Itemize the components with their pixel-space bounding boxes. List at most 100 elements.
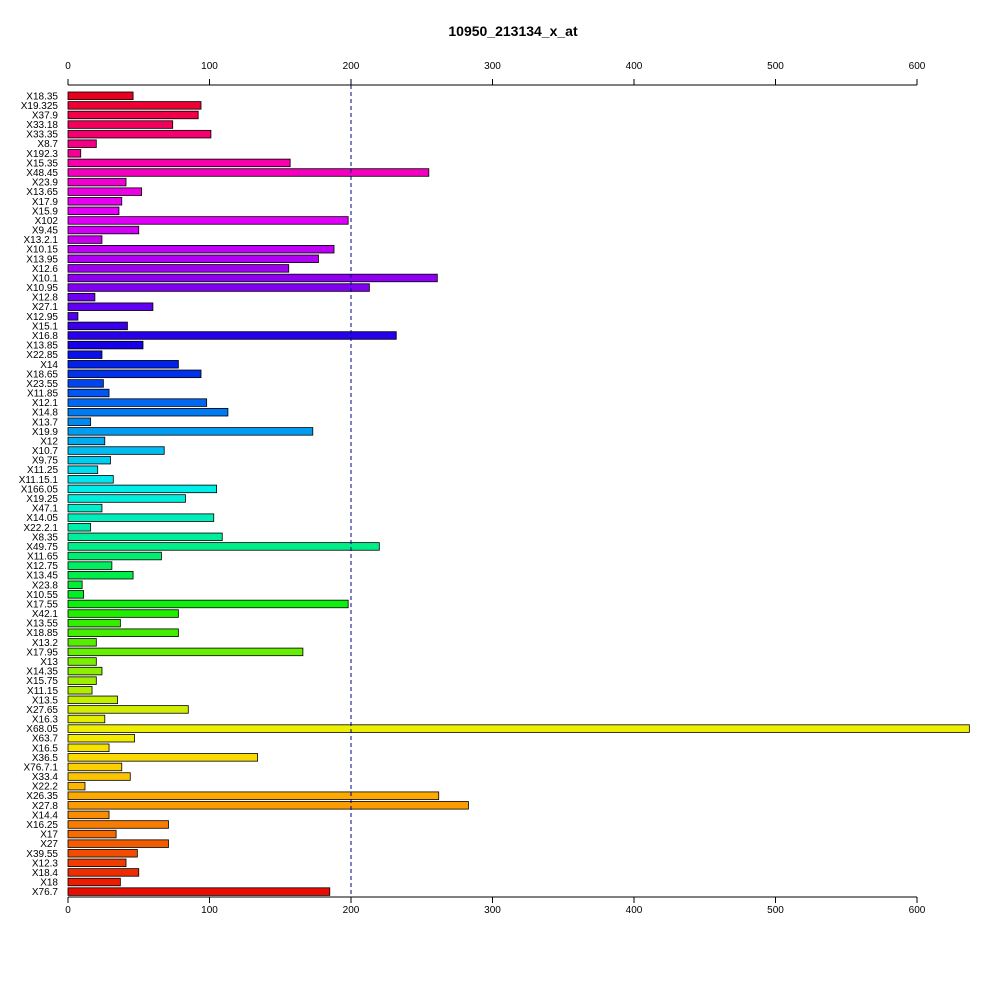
- bar: [67, 158, 291, 168]
- bar: [67, 858, 127, 868]
- bar: [67, 216, 349, 225]
- bar: [67, 407, 229, 417]
- category-label: X11.15: [27, 686, 58, 697]
- category-label: X48.45: [26, 168, 58, 179]
- category-label: X36.5: [32, 753, 59, 764]
- bar: [67, 446, 165, 455]
- category-label: X10.95: [26, 283, 58, 294]
- bar: [67, 829, 117, 839]
- bar: [67, 475, 114, 484]
- bar: [67, 206, 120, 216]
- category-label: X18.65: [26, 369, 58, 380]
- bar: [67, 455, 111, 465]
- tick-label: 600: [909, 61, 926, 72]
- bar: [67, 360, 179, 369]
- category-label: X63.7: [32, 734, 59, 745]
- bar: [67, 340, 144, 350]
- bar: [67, 666, 103, 676]
- category-label: X166.05: [21, 484, 59, 495]
- category-label: X17.55: [26, 599, 58, 610]
- bar: [67, 523, 92, 532]
- bar: [67, 849, 138, 858]
- category-label: X13.2.1: [24, 235, 59, 246]
- category-label: X39.55: [26, 849, 58, 860]
- category-label: X14.05: [26, 513, 58, 524]
- category-label: X18.35: [26, 91, 58, 102]
- category-label: X192.3: [26, 149, 58, 160]
- category-label: X15.9: [32, 206, 59, 217]
- category-label: X42.1: [32, 609, 59, 620]
- tick-label: 0: [65, 905, 71, 916]
- bar: [67, 590, 84, 599]
- category-labels-group: X18.35X19.325X37.9X33.18X33.35X8.7X192.3…: [19, 91, 59, 898]
- bar: [67, 254, 319, 263]
- category-label: X76.7: [32, 887, 59, 898]
- category-label: X14.35: [26, 667, 58, 678]
- category-label: X19.9: [32, 427, 59, 438]
- bar: [67, 110, 199, 120]
- bar: [67, 791, 440, 800]
- bar: [67, 465, 99, 474]
- bar: [67, 321, 128, 331]
- category-label: X15.35: [26, 158, 58, 169]
- bar: [67, 484, 217, 494]
- category-label: X22.85: [26, 350, 58, 361]
- category-label: X23.8: [32, 580, 59, 591]
- tick-label: 200: [343, 61, 360, 72]
- tick-label: 600: [909, 905, 926, 916]
- bar: [67, 398, 208, 407]
- category-label: X14.8: [32, 408, 59, 419]
- bar: [67, 609, 179, 618]
- category-label: X12.75: [26, 561, 58, 572]
- category-label: X10.15: [26, 245, 58, 256]
- bar: [67, 887, 331, 896]
- tick-label: 300: [484, 61, 501, 72]
- category-label: X26.35: [26, 791, 58, 802]
- bar: [67, 820, 169, 829]
- bar: [67, 599, 349, 609]
- tick-label: 200: [343, 905, 360, 916]
- category-label: X13.55: [26, 619, 58, 630]
- bar: [67, 561, 113, 570]
- bar: [67, 714, 106, 724]
- category-label: X23.9: [32, 178, 59, 189]
- bar: [67, 129, 212, 139]
- bar: [67, 292, 96, 302]
- bar: [67, 618, 121, 628]
- bar: [67, 542, 380, 551]
- bar: [67, 388, 110, 398]
- category-label: X13.7: [32, 417, 59, 428]
- bar: [67, 638, 97, 647]
- bar: [67, 781, 86, 791]
- bar: [67, 733, 135, 743]
- bar: [67, 877, 121, 887]
- category-label: X16.3: [32, 715, 59, 726]
- category-label: X11.65: [27, 552, 58, 563]
- bars-group: [67, 91, 970, 896]
- bar: [67, 580, 83, 589]
- bar: [67, 101, 202, 110]
- category-label: X49.75: [26, 542, 58, 553]
- bar: [67, 686, 93, 695]
- category-label: X11.85: [27, 389, 58, 400]
- category-label: X12.3: [32, 858, 59, 869]
- category-label: X15.75: [26, 676, 58, 687]
- bar: [67, 868, 140, 877]
- bar: [67, 273, 438, 283]
- category-label: X33.35: [26, 130, 58, 141]
- bar: [67, 705, 189, 714]
- category-label: X11.25: [27, 465, 58, 476]
- bottom-axis: 0 100 200 300 400 500 600: [65, 896, 926, 916]
- bar: [67, 494, 186, 503]
- tick-label: 400: [626, 905, 643, 916]
- bar: [67, 628, 179, 637]
- category-label: X13.95: [26, 254, 58, 265]
- bar: [67, 427, 314, 436]
- bar: [67, 695, 118, 705]
- category-label: X14: [40, 360, 58, 371]
- category-label: X13.5: [32, 695, 59, 706]
- category-label: X16.25: [26, 820, 58, 831]
- category-label: X10.55: [26, 590, 58, 601]
- bar: [67, 532, 223, 542]
